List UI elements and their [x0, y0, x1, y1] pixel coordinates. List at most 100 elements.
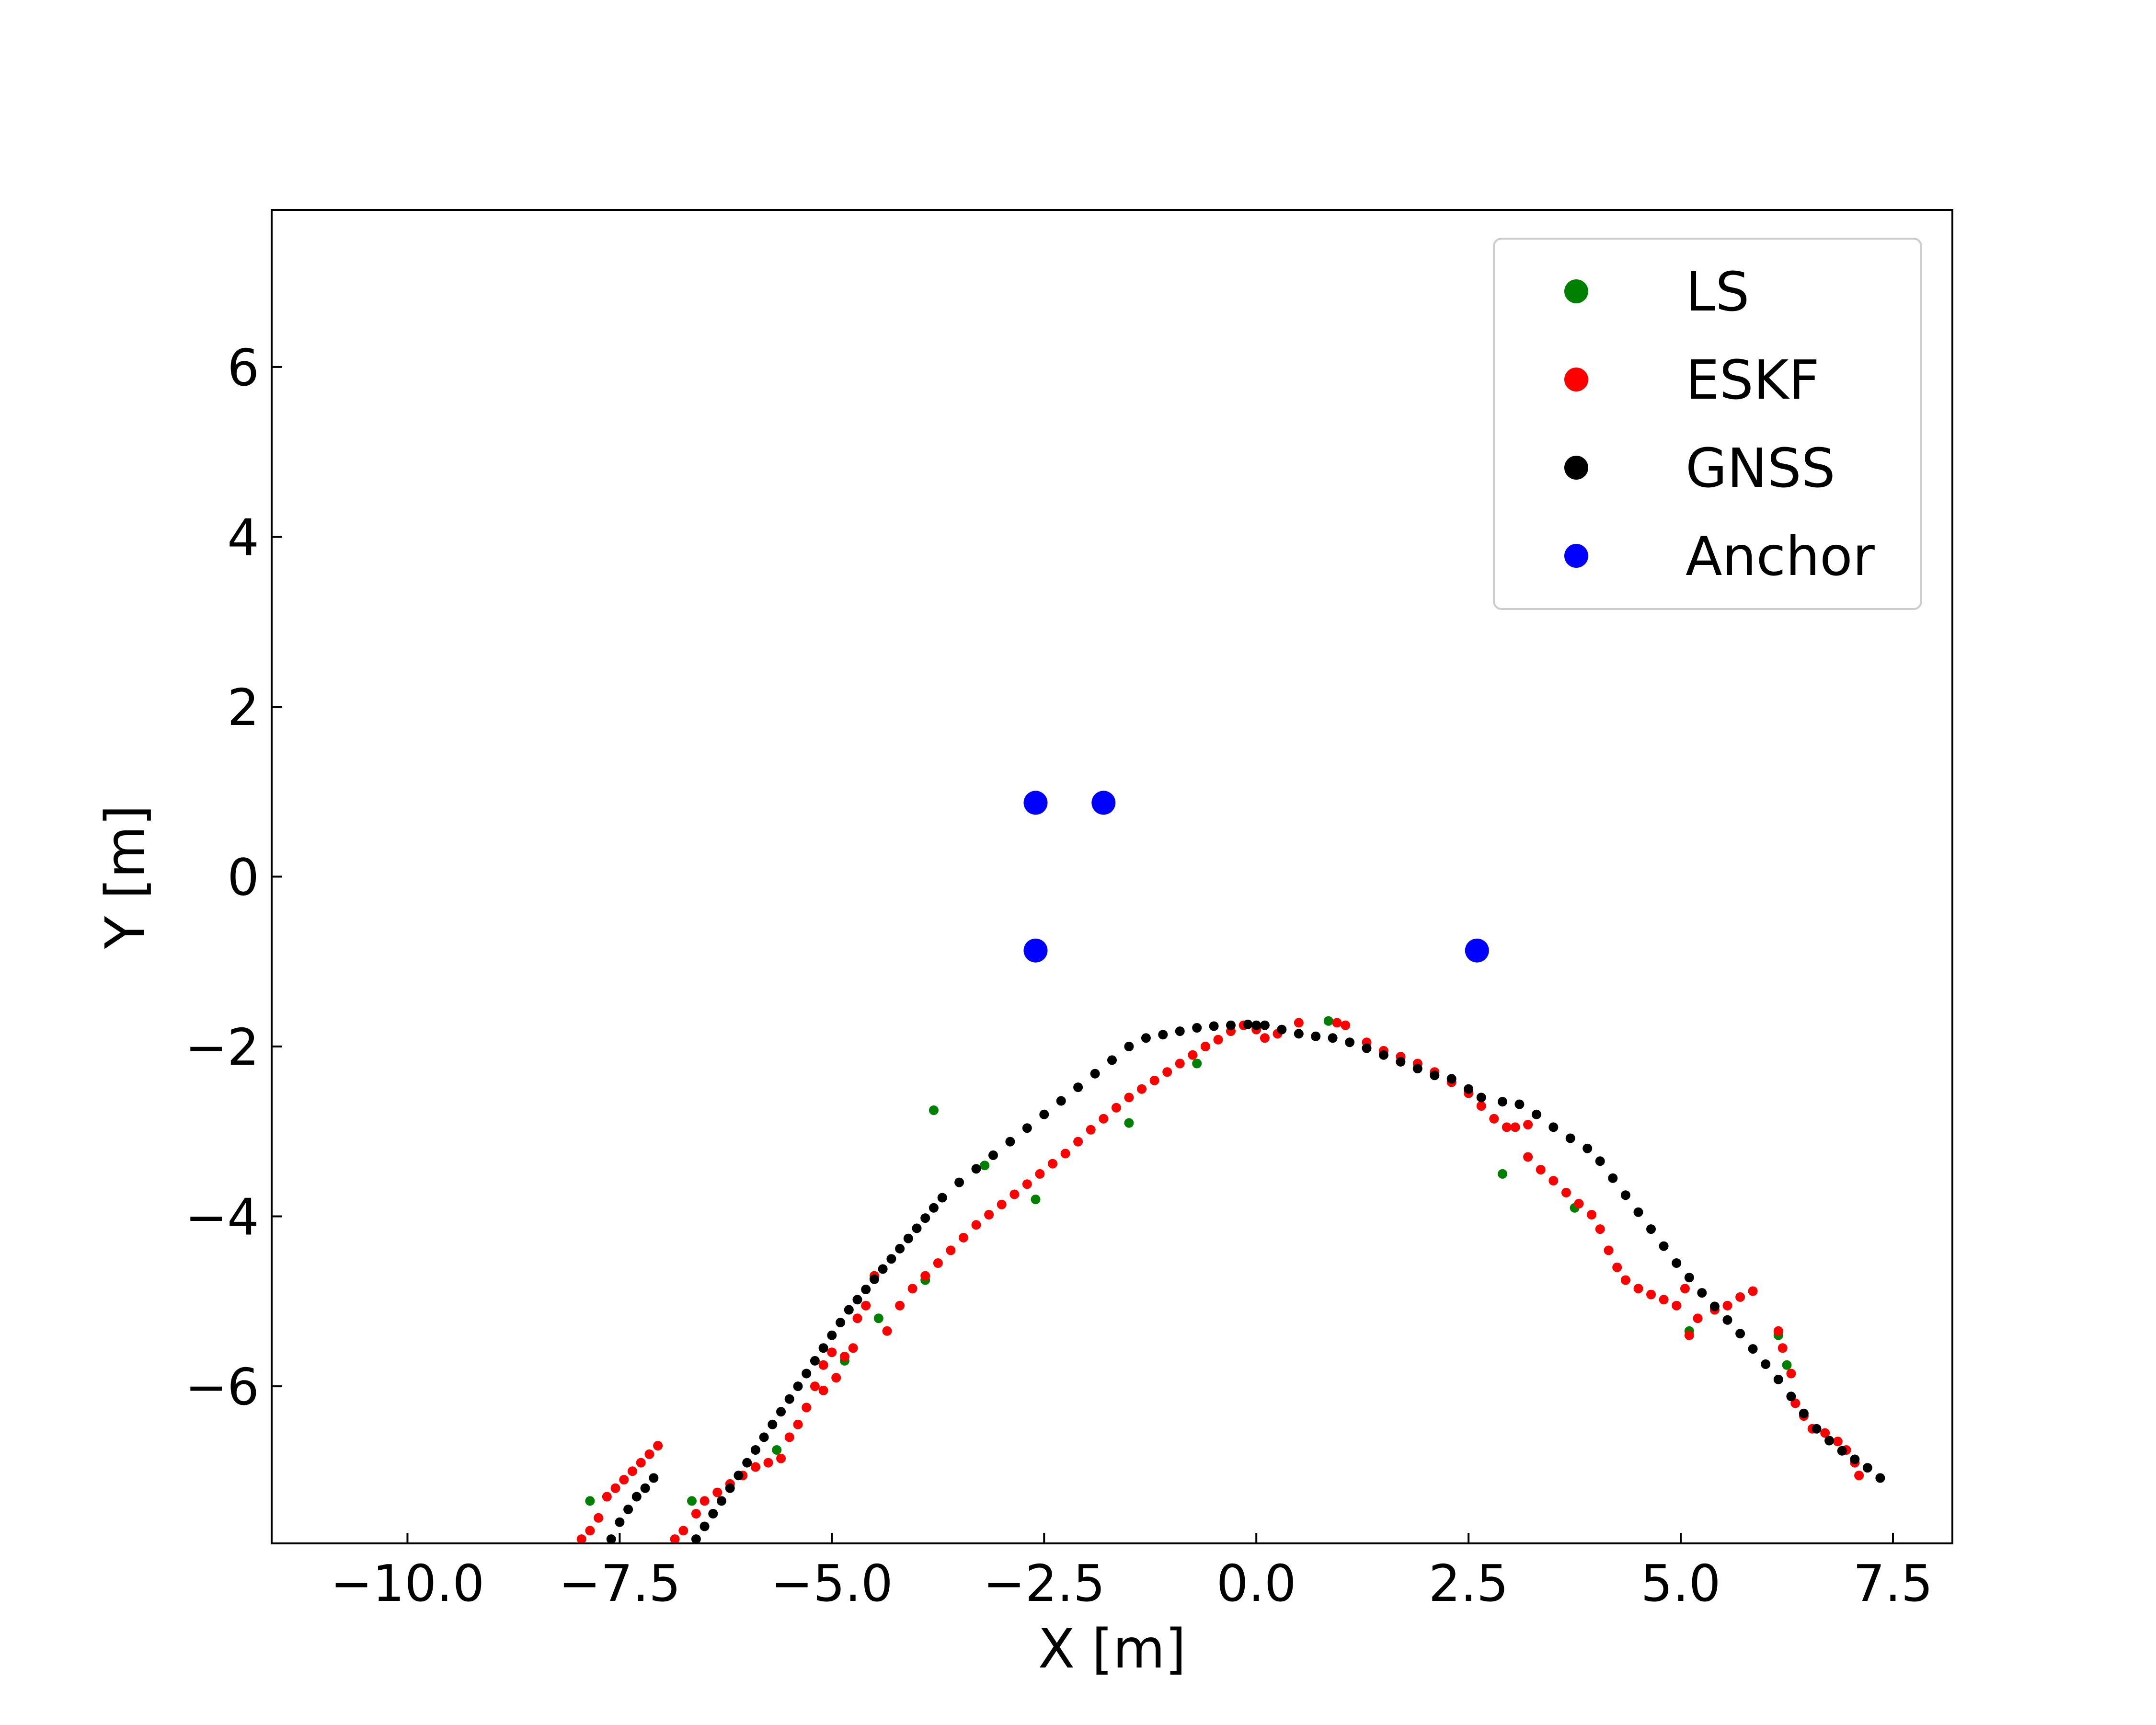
- legend-marker-gnss: [1564, 456, 1588, 480]
- gnss-point: [1812, 1424, 1822, 1434]
- gnss-point: [827, 1330, 837, 1340]
- eskf-point: [1604, 1245, 1614, 1255]
- x-tick-label: −10.0: [331, 1554, 485, 1613]
- eskf-point: [1722, 1300, 1732, 1311]
- eskf-point: [1341, 1020, 1351, 1030]
- gnss-point: [700, 1521, 710, 1531]
- gnss-point: [1659, 1241, 1669, 1251]
- gnss-point: [1824, 1436, 1835, 1446]
- legend-label-gnss: GNSS: [1686, 437, 1835, 500]
- gnss-point: [1192, 1023, 1202, 1033]
- gnss-point: [1684, 1273, 1694, 1283]
- eskf-point: [1684, 1330, 1694, 1340]
- eskf-point: [997, 1199, 1007, 1209]
- gnss-point: [1672, 1258, 1682, 1268]
- gnss-point: [750, 1445, 760, 1455]
- gnss-point: [1773, 1374, 1783, 1384]
- series-gnss: [606, 1019, 1885, 1544]
- eskf-point: [1162, 1067, 1172, 1077]
- gnss-point: [869, 1274, 879, 1284]
- gnss-point: [1260, 1020, 1270, 1030]
- x-tick-label: 2.5: [1429, 1554, 1509, 1613]
- ls-point: [687, 1496, 697, 1506]
- gnss-point: [1251, 1020, 1261, 1030]
- legend: LS ESKF GNSS Anchor: [1493, 238, 1922, 610]
- gnss-point: [708, 1509, 718, 1518]
- eskf-point: [585, 1526, 595, 1536]
- gnss-point: [929, 1203, 939, 1213]
- y-tick-label: −4: [185, 1188, 259, 1247]
- eskf-point: [1502, 1122, 1512, 1132]
- eskf-point: [1188, 1050, 1198, 1060]
- eskf-point: [1111, 1103, 1121, 1113]
- eskf-point: [1099, 1114, 1109, 1124]
- series-anchor: [1023, 791, 1489, 963]
- gnss-point: [725, 1483, 735, 1493]
- eskf-point: [1260, 1033, 1270, 1043]
- gnss-point: [903, 1233, 913, 1243]
- gnss-point: [1565, 1133, 1575, 1143]
- eskf-point: [793, 1419, 803, 1429]
- gnss-point: [1209, 1021, 1219, 1031]
- x-tick-label: −2.5: [983, 1554, 1105, 1613]
- legend-label-anchor: Anchor: [1686, 526, 1875, 588]
- x-tick-label: −5.0: [771, 1554, 893, 1613]
- gnss-point: [1646, 1224, 1656, 1234]
- eskf-point: [818, 1360, 828, 1370]
- ls-point: [980, 1161, 990, 1171]
- eskf-point: [984, 1210, 994, 1219]
- eskf-point: [1213, 1035, 1223, 1045]
- eskf-point: [1086, 1125, 1096, 1135]
- ls-point: [1124, 1118, 1134, 1128]
- gnss-point: [1430, 1070, 1440, 1081]
- eskf-point: [1476, 1101, 1486, 1111]
- eskf-point: [1633, 1284, 1643, 1294]
- eskf-point: [933, 1258, 943, 1268]
- eskf-point: [1175, 1058, 1185, 1069]
- eskf-point: [1048, 1159, 1057, 1169]
- y-tick-label: −2: [185, 1018, 259, 1077]
- legend-box: [1493, 238, 1922, 610]
- gnss-point: [810, 1356, 820, 1366]
- eskf-point: [1149, 1075, 1159, 1085]
- eskf-point: [619, 1475, 629, 1485]
- eskf-point: [712, 1487, 722, 1497]
- eskf-point: [882, 1326, 892, 1336]
- legend-marker-ls: [1564, 279, 1588, 303]
- legend-label-ls: LS: [1686, 261, 1750, 323]
- gnss-point: [1158, 1030, 1168, 1040]
- eskf-point: [818, 1385, 828, 1395]
- eskf-point: [1612, 1262, 1622, 1272]
- gnss-point: [1633, 1207, 1643, 1217]
- eskf-point: [678, 1526, 688, 1536]
- gnss-point: [1124, 1042, 1134, 1051]
- eskf-point: [784, 1432, 794, 1442]
- eskf-point: [1773, 1326, 1783, 1336]
- gnss-point: [1107, 1055, 1117, 1065]
- gnss-point: [1735, 1329, 1745, 1339]
- eskf-point: [653, 1441, 663, 1451]
- ls-point: [1498, 1169, 1507, 1179]
- eskf-point: [1672, 1300, 1682, 1311]
- anchor-point: [1091, 791, 1116, 815]
- gnss-point: [759, 1432, 769, 1442]
- gnss-point: [912, 1223, 922, 1233]
- gnss-point: [649, 1473, 659, 1483]
- y-ticks: −6 −4 −2 0 2 4 6: [185, 339, 282, 1416]
- gnss-point: [886, 1254, 896, 1264]
- eskf-point: [776, 1453, 786, 1463]
- eskf-point: [1137, 1084, 1147, 1094]
- gnss-point: [988, 1150, 998, 1160]
- gnss-point: [1476, 1092, 1486, 1103]
- gnss-point: [1786, 1392, 1796, 1402]
- eskf-point: [1536, 1165, 1546, 1175]
- x-ticks: −10.0 −7.5 −5.0 −2.5 0.0 2.5 5.0 7.5: [331, 1533, 1933, 1613]
- gnss-point: [1850, 1454, 1860, 1464]
- gnss-point: [1022, 1123, 1032, 1133]
- gnss-point: [954, 1177, 964, 1187]
- gnss-point: [606, 1534, 616, 1544]
- eskf-point: [670, 1534, 680, 1544]
- eskf-point: [1200, 1042, 1210, 1051]
- eskf-point: [691, 1509, 701, 1518]
